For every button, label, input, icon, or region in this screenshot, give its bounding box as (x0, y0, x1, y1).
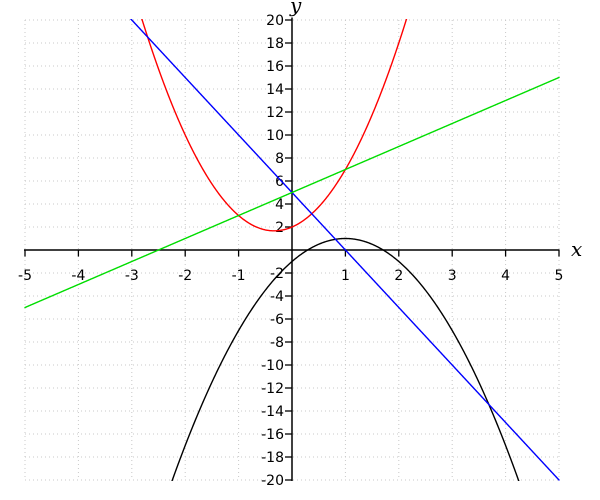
x-tick-label: -5 (18, 268, 32, 284)
x-tick-label: 4 (501, 268, 510, 284)
y-tick-label: 12 (266, 105, 284, 121)
series-black-parabola (171, 237, 520, 481)
y-axis-label: y (289, 0, 302, 17)
y-tick-label: -4 (270, 289, 284, 305)
axes-layer (24, 17, 560, 481)
x-tick-label: 5 (555, 268, 564, 284)
y-tick-label: -14 (261, 404, 284, 420)
y-tick-label: 14 (266, 82, 284, 98)
y-tick-label: 4 (275, 197, 284, 213)
y-tick-label: -10 (261, 358, 284, 374)
x-tick-label: -4 (71, 268, 85, 284)
y-tick-label: 20 (266, 13, 284, 29)
grid-layer (24, 19, 560, 481)
y-tick-label: -20 (261, 473, 284, 489)
series-red-parabola (141, 19, 408, 232)
tick-labels-layer: -5 -4 -3 -2 -1 1 2 3 4 52018161412108642-2-4-6-8-… (18, 13, 563, 489)
y-tick-label: 10 (266, 128, 284, 144)
x-axis-label: x (571, 237, 582, 261)
curves-layer (24, 19, 560, 481)
y-tick-label: 16 (266, 59, 284, 75)
y-tick-label: -6 (270, 312, 284, 328)
y-tick-label: -16 (261, 427, 284, 443)
y-tick-label: 6 (275, 174, 284, 190)
ticks-layer (24, 19, 560, 481)
y-tick-label: 18 (266, 36, 284, 52)
x-tick-label: 1 (341, 268, 350, 284)
x-tick-label: 3 (448, 268, 457, 284)
x-tick-label: 2 (394, 268, 403, 284)
y-tick-label: -2 (270, 266, 284, 282)
y-tick-label: 8 (275, 151, 284, 167)
y-tick-label: -12 (261, 381, 284, 397)
y-tick-label: 2 (275, 220, 284, 236)
x-tick-label: -3 (125, 268, 139, 284)
x-tick-label: -1 (232, 268, 246, 284)
series-green-line (24, 76, 560, 309)
y-tick-label: -8 (270, 335, 284, 351)
x-tick-label: -2 (178, 268, 192, 284)
y-tick-label: -18 (261, 450, 284, 466)
